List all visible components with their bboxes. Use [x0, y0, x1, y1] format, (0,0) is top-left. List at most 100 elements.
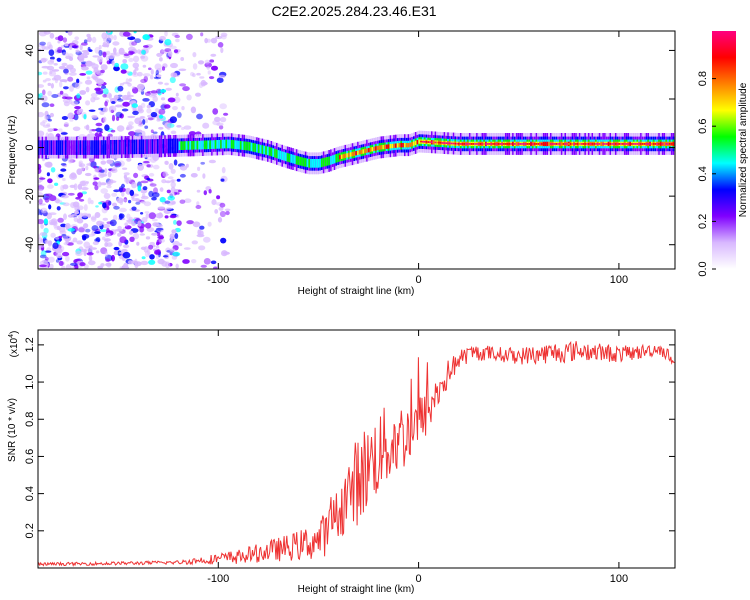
heatmap-noise-cell: [77, 183, 83, 190]
heatmap-noise-cell: [75, 49, 80, 53]
heatmap-ridge-cell: [84, 140, 87, 155]
heatmap-noise-cell: [162, 171, 169, 177]
heatmap-noise-cell: [100, 69, 105, 74]
heatmap-noise-cell: [68, 45, 73, 50]
heatmap-noise-cell: [98, 201, 103, 205]
heatmap-ridge-cell: [447, 142, 449, 145]
heatmap-ridge-cell: [535, 143, 538, 145]
heatmap-noise-cell: [86, 163, 91, 166]
heatmap-noise-cell: [43, 218, 49, 225]
heatmap-noise-cell: [106, 185, 112, 189]
heatmap-noise-cell: [38, 237, 43, 244]
heatmap-noise-cell: [209, 59, 215, 63]
heatmap-ridge-cell: [117, 139, 119, 155]
spectrogram-y-axis-label: Frequency (Hz): [7, 116, 18, 185]
heatmap-ridge-cell: [596, 143, 599, 145]
heatmap-ridge-cell: [380, 145, 383, 150]
heatmap-noise-cell: [158, 126, 164, 130]
heatmap-noise-cell: [137, 71, 143, 77]
heatmap-noise-cell: [126, 124, 133, 131]
heatmap-noise-cell: [117, 98, 124, 102]
heatmap-ridge-cell: [541, 143, 543, 145]
heatmap-noise-cell: [61, 52, 69, 56]
heatmap-ridge-cell: [375, 146, 377, 151]
heatmap-noise-cell: [73, 44, 79, 49]
heatmap-ridge-cell: [120, 139, 123, 155]
heatmap-noise-cell: [141, 217, 148, 223]
heatmap-ridge-cell: [544, 143, 547, 145]
heatmap-noise-cell: [203, 236, 211, 243]
heatmap-ridge-cell: [577, 143, 579, 145]
heatmap-noise-cell: [169, 248, 176, 252]
heatmap-noise-cell: [143, 45, 149, 48]
heatmap-ridge-cell: [304, 158, 307, 167]
heatmap-noise-cell: [91, 75, 99, 79]
colorbar-tick-label: 0.4: [697, 166, 709, 181]
heatmap-ridge-cell: [609, 143, 612, 145]
heatmap-ridge-cell: [562, 143, 565, 145]
heatmap-ridge-cell: [349, 152, 352, 157]
heatmap-noise-cell: [224, 208, 231, 212]
heatmap-ridge-cell: [584, 143, 586, 145]
heatmap-noise-cell: [209, 76, 215, 80]
heatmap-noise-cell: [170, 186, 176, 194]
heatmap-ridge-cell: [223, 139, 226, 149]
heatmap-noise-cell: [50, 56, 55, 60]
heatmap-noise-cell: [105, 32, 110, 39]
heatmap-noise-cell: [45, 78, 51, 82]
heatmap-noise-cell: [119, 207, 127, 213]
heatmap-ridge-cell: [355, 151, 357, 156]
heatmap-noise-cell: [159, 187, 164, 192]
heatmap-ridge-cell: [559, 143, 561, 145]
heatmap-noise-cell: [162, 255, 169, 258]
heatmap-noise-cell: [53, 63, 58, 66]
heatmap-noise-cell: [90, 200, 94, 205]
heatmap-noise-cell: [48, 70, 57, 77]
heatmap-ridge-cell: [389, 144, 392, 149]
heatmap-ridge-cell: [254, 143, 256, 153]
heatmap-ridge-cell: [200, 140, 202, 150]
heatmap-noise-cell: [101, 207, 108, 214]
heatmap-noise-cell: [148, 212, 156, 220]
heatmap-noise-cell: [165, 87, 172, 91]
heatmap-noise-cell: [102, 94, 107, 98]
heatmap-noise-cell: [196, 201, 200, 206]
heatmap-noise-cell: [112, 202, 117, 207]
heatmap-ridge-cell: [452, 142, 455, 145]
heatmap-ridge-cell: [119, 139, 121, 155]
heatmap-ridge-cell: [137, 139, 139, 155]
heatmap-noise-cell: [146, 104, 151, 109]
heatmap-noise-cell: [128, 41, 134, 47]
heatmap-noise-cell: [161, 66, 166, 71]
heatmap-noise-cell: [65, 238, 69, 245]
heatmap-noise-cell: [69, 72, 77, 76]
heatmap-ridge-cell: [95, 140, 98, 155]
heatmap-noise-cell: [148, 172, 155, 177]
heatmap-noise-cell: [204, 62, 212, 68]
heatmap-ridge-cell: [461, 143, 464, 145]
heatmap-ridge-cell: [652, 143, 655, 145]
heatmap-ridge-cell: [57, 140, 60, 155]
snr-x-tick-label: 0: [416, 573, 422, 585]
heatmap-noise-cell: [107, 54, 115, 60]
heatmap-noise-cell: [105, 258, 111, 262]
heatmap-ridge-cell: [672, 143, 675, 145]
heatmap-noise-cell: [140, 116, 145, 120]
heatmap-ridge-cell: [645, 143, 648, 145]
heatmap-noise-cell: [149, 254, 155, 260]
heatmap-ridge-cell: [622, 143, 624, 145]
heatmap-noise-cell: [90, 93, 98, 98]
heatmap-noise-cell: [159, 196, 166, 203]
heatmap-noise-cell: [118, 186, 123, 193]
heatmap-ridge-cell: [360, 149, 363, 155]
heatmap-noise-cell: [62, 184, 69, 190]
snr-x-axis-label: Height of straight line (km): [298, 584, 415, 595]
heatmap-noise-cell: [178, 68, 187, 72]
heatmap-ridge-cell: [409, 142, 411, 148]
heatmap-noise-cell: [88, 255, 93, 262]
heatmap-noise-cell: [63, 122, 69, 128]
heatmap-noise-cell: [83, 264, 89, 269]
heatmap-ridge-cell: [276, 149, 278, 159]
heatmap-ridge-cell: [185, 141, 188, 150]
heatmap-noise-cell: [56, 254, 63, 259]
